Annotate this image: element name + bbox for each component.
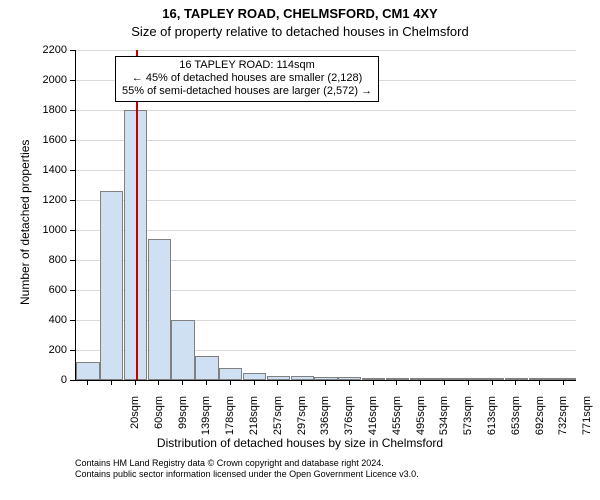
histogram-bar — [148, 239, 171, 380]
histogram-bar — [171, 320, 194, 380]
annotation-line-1: 16 TAPLEY ROAD: 114sqm — [122, 59, 372, 72]
histogram-bar — [219, 368, 242, 380]
y-tick-label: 1800 — [27, 104, 67, 116]
histogram-bar — [457, 378, 480, 380]
footer-line-1: Contains HM Land Registry data © Crown c… — [75, 458, 419, 469]
histogram-bar — [76, 362, 99, 380]
histogram-bar — [481, 378, 504, 380]
y-tick-label: 2000 — [27, 74, 67, 86]
y-tick-label: 0 — [27, 374, 67, 386]
footer-attribution: Contains HM Land Registry data © Crown c… — [75, 458, 419, 480]
y-tick-label: 800 — [27, 254, 67, 266]
y-tick-label: 600 — [27, 284, 67, 296]
chart-frame: { "titles": { "line1": "16, TAPLEY ROAD,… — [0, 0, 600, 500]
chart-subtitle: Size of property relative to detached ho… — [0, 24, 600, 39]
y-tick-label: 1400 — [27, 164, 67, 176]
histogram-bar — [195, 356, 218, 380]
y-tick-label: 400 — [27, 314, 67, 326]
annotation-box: 16 TAPLEY ROAD: 114sqm ← 45% of detached… — [115, 56, 379, 102]
y-tick-label: 1200 — [27, 194, 67, 206]
histogram-bar — [338, 377, 361, 380]
y-tick-label: 2200 — [27, 44, 67, 56]
histogram-bar — [243, 373, 266, 381]
chart-title: 16, TAPLEY ROAD, CHELMSFORD, CM1 4XY — [0, 6, 600, 21]
y-tick-label: 200 — [27, 344, 67, 356]
x-axis-label: Distribution of detached houses by size … — [0, 436, 600, 450]
y-tick-label: 1600 — [27, 134, 67, 146]
histogram-bar — [100, 191, 123, 380]
footer-line-2: Contains public sector information licen… — [75, 469, 419, 480]
y-tick-label: 1000 — [27, 224, 67, 236]
annotation-line-3: 55% of semi-detached houses are larger (… — [122, 85, 372, 98]
annotation-line-2: ← 45% of detached houses are smaller (2,… — [122, 72, 372, 85]
